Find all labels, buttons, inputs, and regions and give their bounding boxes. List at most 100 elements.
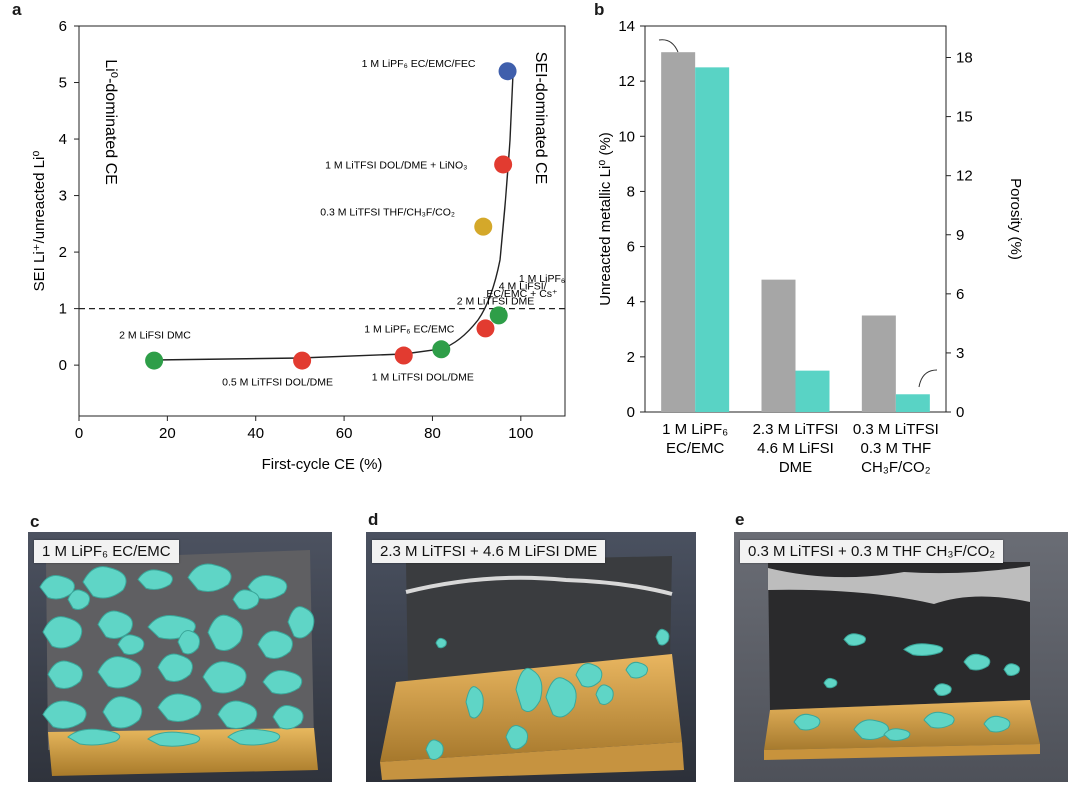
y-tick-label-right: 6 — [956, 286, 964, 303]
y-tick-label-left: 2 — [627, 349, 635, 366]
annotation-line1: 1 M LiPF₆ — [519, 273, 565, 285]
dendrite-blob — [793, 713, 821, 731]
point-label: 1 M LiPF₆ EC/EMC/FEC — [362, 58, 476, 70]
y-tick-label-left: 6 — [627, 239, 635, 256]
y-tick-label: 5 — [59, 75, 67, 92]
callout-left — [658, 39, 679, 53]
data-point — [432, 340, 451, 359]
plot-frame — [78, 25, 566, 417]
dendrite-blob — [47, 660, 83, 689]
point-label: 0.3 M LiTFSI THF/CH₃F/CO₂ — [320, 207, 455, 219]
point-label: 1 M LiTFSI DOL/DME + LiNO₃ — [325, 159, 467, 171]
dendrite-blob — [272, 704, 304, 730]
dendrite-blob — [853, 719, 889, 740]
scatter-chart: 0 20 40 60 80 100 0 1 2 3 4 5 6 2 M LiFSI DMC 0.5 M L… — [31, 18, 566, 473]
dendrite-blob — [187, 563, 232, 592]
dendrite-blob — [983, 715, 1011, 733]
y-tick-label-right: 15 — [956, 109, 973, 126]
y-axis-label: SEI Li⁺/unreacted Li⁰ — [31, 151, 48, 292]
y-tick-label-left: 8 — [627, 183, 635, 200]
dendrite-blob — [262, 669, 303, 695]
dendrite-blob — [202, 661, 247, 694]
bar — [795, 370, 830, 412]
data-point — [489, 306, 508, 325]
y-tick-label-left: 10 — [618, 128, 635, 145]
dendrite-blob — [883, 728, 911, 741]
dendrite-blob — [39, 574, 75, 600]
point-label: 2 M LiFSI DMC — [119, 330, 191, 342]
point-label: 1 M LiTFSI DOL/DME — [372, 372, 474, 384]
dendrite-blob — [82, 566, 127, 599]
dendrite-blob — [923, 711, 955, 729]
bar — [661, 52, 696, 412]
dendrite-blob — [67, 728, 121, 746]
point-label: 1 M LiPF₆ EC/EMC — [364, 323, 454, 335]
dendrite-blob — [42, 616, 83, 649]
render-e — [734, 532, 1068, 782]
tomography-image-e: 0.3 M LiTFSI + 0.3 M THF CH₃F/CO₂ — [734, 532, 1068, 782]
panel-letter-c: c — [30, 512, 40, 531]
category-label: EC/EMC — [666, 440, 725, 457]
bar-chart: 0 2 4 6 8 10 12 14 0 3 6 9 12 15 18 1 M LiPF₆ EC/EMC 2.3… — [597, 18, 1024, 476]
bar — [695, 67, 730, 412]
dendrite-blob — [232, 589, 260, 610]
panel-letter-e: e — [735, 510, 745, 529]
y-tick-label-right: 9 — [956, 227, 964, 244]
y-tick-label: 1 — [59, 301, 67, 318]
y-tick-label: 6 — [59, 18, 67, 35]
dendrite-blob — [147, 731, 201, 747]
panel-letter-d: d — [368, 510, 379, 529]
dendrite-blob — [97, 656, 142, 689]
dendrite-blob — [247, 574, 288, 600]
category-label: DME — [779, 459, 812, 476]
y-tick-label-right: 3 — [956, 345, 964, 362]
category-label: 4.6 M LiFSI — [757, 440, 834, 457]
dendrite-blob — [287, 606, 315, 639]
dendrite-blob — [117, 634, 145, 655]
dendrite-blob — [177, 629, 200, 655]
x-tick-label: 100 — [508, 425, 533, 442]
dendrite-blob — [1003, 663, 1020, 676]
callout-right — [918, 369, 938, 388]
dendrite-blob — [207, 614, 243, 651]
panel-letter-a: a — [12, 0, 22, 19]
annotation-line2: EC/EMC + Cs⁺ — [486, 288, 558, 300]
bar — [761, 279, 796, 412]
dendrite-blob — [515, 667, 543, 712]
dendrite-blob — [97, 610, 133, 639]
y-axis-label-right: Porosity (%) — [1007, 178, 1024, 260]
x-tick-label: 60 — [336, 425, 353, 442]
dendrite-blob — [227, 728, 281, 746]
x-tick-label: 80 — [424, 425, 441, 442]
dendrite-blob — [425, 739, 444, 760]
y-tick-label-left: 12 — [618, 73, 635, 90]
category-label: CH₃F/CO₂ — [861, 459, 931, 476]
image-label-d: 2.3 M LiTFSI + 4.6 M LiFSI DME — [372, 540, 606, 563]
point-label: 2 M LiTFSI DME — [457, 295, 535, 307]
region-right-label: SEI-dominated CE — [532, 52, 549, 185]
dendrite-blob — [843, 633, 866, 646]
dendrite-blob — [137, 569, 173, 590]
dendrite-blob — [42, 700, 87, 729]
dendrite-blob — [435, 637, 447, 649]
dendrite-blob — [465, 686, 484, 719]
dendrite-blob — [67, 589, 90, 610]
tomography-image-c: 1 M LiPF₆ EC/EMC — [28, 532, 332, 782]
x-tick-label: 40 — [247, 425, 264, 442]
y-tick-label: 4 — [59, 131, 67, 148]
y-axis-label-left: Unreacted metallic Li⁰ (%) — [597, 132, 614, 306]
data-point — [293, 351, 312, 370]
y-tick-label-right: 12 — [956, 168, 973, 185]
data-point — [145, 351, 164, 370]
dendrite-blob — [217, 700, 258, 729]
dendrite-blob — [933, 683, 952, 696]
data-point — [476, 319, 495, 338]
panel-letter-b: b — [594, 0, 605, 19]
tomography-image-d: 2.3 M LiTFSI + 4.6 M LiFSI DME — [366, 532, 696, 782]
region-left-label: Li⁰-dominated CE — [102, 59, 119, 185]
category-label: 0.3 M LiTFSI — [853, 421, 939, 438]
y-tick-label-left: 14 — [618, 18, 635, 35]
data-point — [494, 155, 513, 174]
data-point — [474, 217, 493, 236]
y-tick-label: 3 — [59, 188, 67, 205]
